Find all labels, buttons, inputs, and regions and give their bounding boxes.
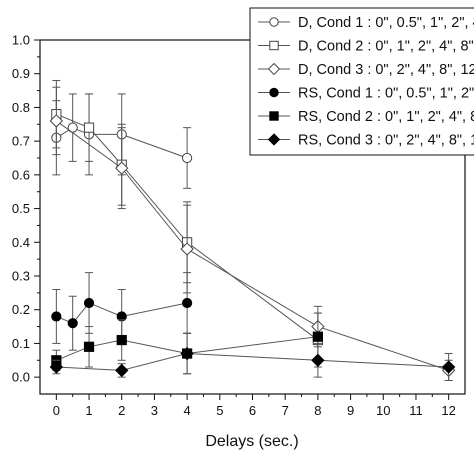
x-tick-label: 10 [376,403,390,418]
data-point [182,297,193,309]
x-tick-label: 12 [441,403,455,418]
legend-label: D, Cond 3 : 0", 2", 4", 8", 12" [298,62,474,78]
x-tick-label: 0 [53,403,60,418]
data-point [269,111,279,121]
data-point [267,133,281,146]
data-point [269,17,279,27]
legend-item: RS, Cond 2 : 0", 1", 2", 4", 8" [258,109,474,125]
series-group [49,86,456,382]
data-point [441,360,456,374]
legend-item: RS, Cond 1 : 0", 0.5", 1", 2", 4" [258,86,474,102]
data-point [267,62,281,76]
data-point [115,363,129,378]
legend-label: D, Cond 2 : 0", 1", 2", 4", 8" [298,39,474,55]
y-tick-label: 0.1 [12,336,30,351]
data-point [115,161,129,175]
legend-box [249,7,474,156]
y-tick-label: 0.8 [12,100,30,115]
x-tick-label: 6 [249,403,256,418]
x-tick-label: 8 [314,403,321,418]
series-line [56,120,449,371]
data-point [49,360,64,374]
y-axis: 0.0 0.1 0.2 0.3 0.4 0.5 0.6 0.7 0.8 0.9 1.0 [12,33,40,385]
y-tick-label: 1.0 [12,33,30,48]
series-layer [49,79,456,382]
legend-label: RS, Cond 2 : 0", 1", 2", 4", 8" [298,109,474,125]
data-point [116,334,127,346]
data-point [269,87,279,98]
series-line [56,353,449,371]
x-tick-label: 7 [282,403,289,418]
data-point [83,341,95,352]
x-tick-label: 3 [151,403,158,418]
data-point [83,122,95,133]
data-point [83,297,95,309]
y-tick-label: 0.4 [12,235,30,250]
legend-item: D, Cond 2 : 0", 1", 2", 4", 8" [258,39,474,55]
data-point [49,114,64,128]
data-point [311,353,325,367]
data-point [67,318,78,329]
y-tick-label: 0.6 [12,167,30,182]
x-tick-label: 9 [347,403,354,418]
y-tick-label: 0.2 [12,302,30,317]
y-tick-label: 0.5 [12,201,30,216]
legend-item: D, Cond 3 : 0", 2", 4", 8", 12" [258,62,474,78]
series-group [49,332,456,382]
data-point [180,242,194,256]
legend-item: D, Cond 1 : 0", 0.5", 1", 2", 4" [258,15,474,31]
x-tick-label: 2 [118,403,125,418]
data-point [51,311,62,322]
x-tick-label: 5 [216,403,223,418]
legend-label: D, Cond 1 : 0", 0.5", 1", 2", 4" [298,15,474,31]
x-axis: 0 1 2 3 4 5 6 7 8 9 10 11 12 [53,394,456,418]
x-tick-label: 4 [183,403,190,418]
data-point [182,152,193,164]
y-tick-label: 0.9 [12,66,30,81]
y-tick-label: 0.3 [12,269,30,284]
data-point [269,40,279,51]
x-tick-label: 11 [409,403,423,418]
x-axis-title: Delays (sec.) [205,433,298,450]
x-tick-label: 1 [85,403,92,418]
legend-label: RS, Cond 1 : 0", 0.5", 1", 2", 4" [298,86,474,102]
y-tick-label: 0.0 [12,370,30,385]
legend-item: RS, Cond 3 : 0", 2", 4", 8", 12" [258,133,474,149]
data-point [180,346,194,361]
data-point [312,331,323,342]
y-tick-label: 0.7 [12,134,30,149]
legend: D, Cond 1 : 0", 0.5", 1", 2", 4" D, Cond … [249,7,474,156]
legend-label: RS, Cond 3 : 0", 2", 4", 8", 12" [298,133,474,149]
